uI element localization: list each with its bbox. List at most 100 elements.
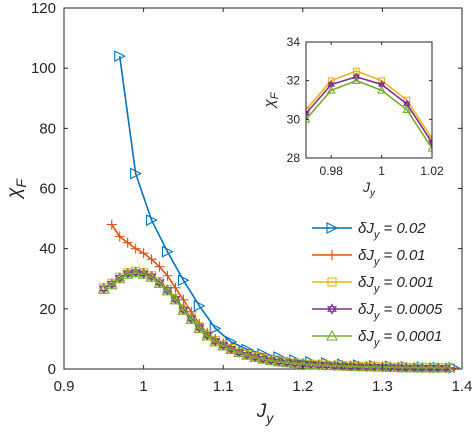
main-series-4-point: [137, 268, 150, 279]
main-x-tick-label: 1.3: [372, 378, 393, 395]
main-series-0-point: [209, 322, 222, 335]
inset-x-tick-label: 1.02: [420, 164, 444, 178]
legend-label-2: δJy = 0.001: [358, 274, 434, 295]
main-x-axis-label: Jy: [256, 401, 275, 426]
main-series-0-point: [193, 299, 206, 312]
main-series-3-point-part-b: [186, 315, 197, 325]
legend-marker-4: [326, 329, 338, 341]
inset-series-3-point-part-a: [306, 109, 310, 116]
main-x-tick-label: 1: [139, 378, 147, 395]
main-series-4-point: [352, 360, 365, 372]
main-series-4-point: [129, 266, 142, 278]
main-series-4-point: [432, 361, 445, 373]
main-series-3-point-part-b: [425, 364, 436, 374]
main-series-4-point: [424, 361, 437, 373]
inset-series-3-point-part-a: [352, 72, 361, 79]
legend-marker-2: [327, 277, 337, 287]
main-series-3-point-part-b: [170, 296, 181, 305]
inset-series-3-point: [428, 138, 432, 147]
main-y-tick-label: 120: [31, 0, 56, 17]
main-y-tick-label: 0: [48, 361, 56, 378]
inset-y-tick-label: 28: [287, 151, 301, 165]
main-series-4-point: [376, 360, 389, 372]
main-series-4: [97, 266, 453, 373]
legend-entry-3: δJy = 0.0005: [312, 301, 443, 322]
main-series-1: [106, 219, 460, 373]
main-series-1-point: [138, 248, 149, 259]
main-series-3-point-part-b: [305, 361, 316, 371]
main-y-tick-label: 60: [39, 181, 56, 198]
legend-marker-3: [327, 303, 337, 315]
legend-label-0: δJy = 0.02: [358, 220, 426, 241]
inset-series-4-line: [306, 79, 432, 149]
main-series-4-line: [103, 271, 447, 369]
main-series-3-point-part-b: [194, 324, 205, 334]
main-series-4-point: [265, 354, 277, 366]
inset-ticks-group: 0.98 1 1.02 28 30 32 34: [287, 35, 444, 178]
main-series-3-point-part-b: [409, 364, 420, 374]
legend: δJy = 0.02 δJy = 0.01 δJy = 0.001 δJy = 0.0…: [312, 220, 443, 349]
main-series-4-point: [320, 359, 333, 370]
main-series-3-point-part-b: [154, 279, 165, 288]
main-series-3-point-part-b: [321, 362, 332, 371]
main-series-3-point-part-b: [377, 364, 388, 373]
main-series-4-point: [249, 351, 261, 362]
main-series-3-point-part-b: [401, 364, 412, 374]
inset-series-3-point-part-b: [306, 111, 310, 118]
inset-series-4-point: [402, 105, 412, 114]
main-series-0-point: [161, 245, 174, 258]
main-series-1-point: [106, 219, 117, 230]
main-y-tick-label: 20: [39, 301, 56, 318]
main-series-3-point-part-b: [433, 364, 443, 374]
main-series-4-point: [209, 335, 222, 347]
main-series-3-point-part-b: [114, 275, 125, 284]
main-series-3-point-part-b: [353, 363, 364, 373]
main-series-4-point: [440, 361, 453, 373]
inset-series-4-point: [326, 85, 336, 94]
main-series-3-point-part-b: [178, 306, 189, 316]
main-series-4-point: [368, 360, 381, 372]
main-series-3-point-part-b: [329, 362, 340, 372]
main-series-3-point-part-b: [393, 364, 404, 373]
inset-x-tick-label: 0.98: [320, 164, 344, 178]
inset-series-4-point: [377, 85, 387, 94]
legend-marker-3-part-a: [327, 303, 337, 312]
main-series-4-point: [312, 358, 325, 370]
main-series-0-point: [130, 167, 142, 180]
main-series-0-point: [146, 214, 158, 226]
main-series-3-point-part-b: [441, 365, 451, 374]
legend-label-1: δJy = 0.01: [358, 247, 426, 268]
inset-series-3: [306, 72, 432, 147]
main-y-tick-label: 40: [39, 241, 56, 258]
main-series-4-point: [161, 284, 174, 296]
inset-series-3-point-part-b: [403, 101, 411, 109]
main-x-tick-label: 1.1: [213, 378, 234, 395]
main-series-3-point-part-b: [98, 285, 109, 294]
main-series-1-point: [114, 231, 125, 242]
main-series-4-point: [169, 293, 182, 305]
main-series-1-point: [178, 294, 189, 305]
main-series-4-point: [304, 358, 317, 370]
main-ticks-group: 0.9 1 1.1 1.2 1.3 1.4 0 20 40 60 80 100 120: [31, 0, 472, 395]
main-series-4-point: [185, 313, 198, 324]
legend-entry-1: δJy = 0.01: [312, 247, 426, 268]
main-series-4-point: [408, 361, 421, 373]
inset-plot-frame: [305, 41, 433, 159]
inset-series-4-point: [351, 76, 361, 85]
main-series-4-point: [105, 278, 118, 290]
main-series-3-point-part-b: [361, 363, 372, 373]
main-series-4-point: [272, 355, 285, 367]
inset-series-2-line: [306, 70, 432, 140]
legend-entry-2: δJy = 0.001: [312, 274, 434, 295]
main-series-3-point-part-b: [289, 360, 300, 369]
inset-series-3-point: [352, 72, 361, 82]
legend-marker-3-part-b: [327, 306, 337, 315]
main-series-4-point: [225, 343, 238, 354]
inset-y-tick-label: 34: [287, 35, 301, 49]
main-series-3-point-part-b: [385, 364, 396, 373]
main-x-tick-label: 1.2: [292, 378, 313, 395]
main-series-4-point: [344, 360, 357, 371]
inset-series-3-line: [306, 75, 432, 143]
